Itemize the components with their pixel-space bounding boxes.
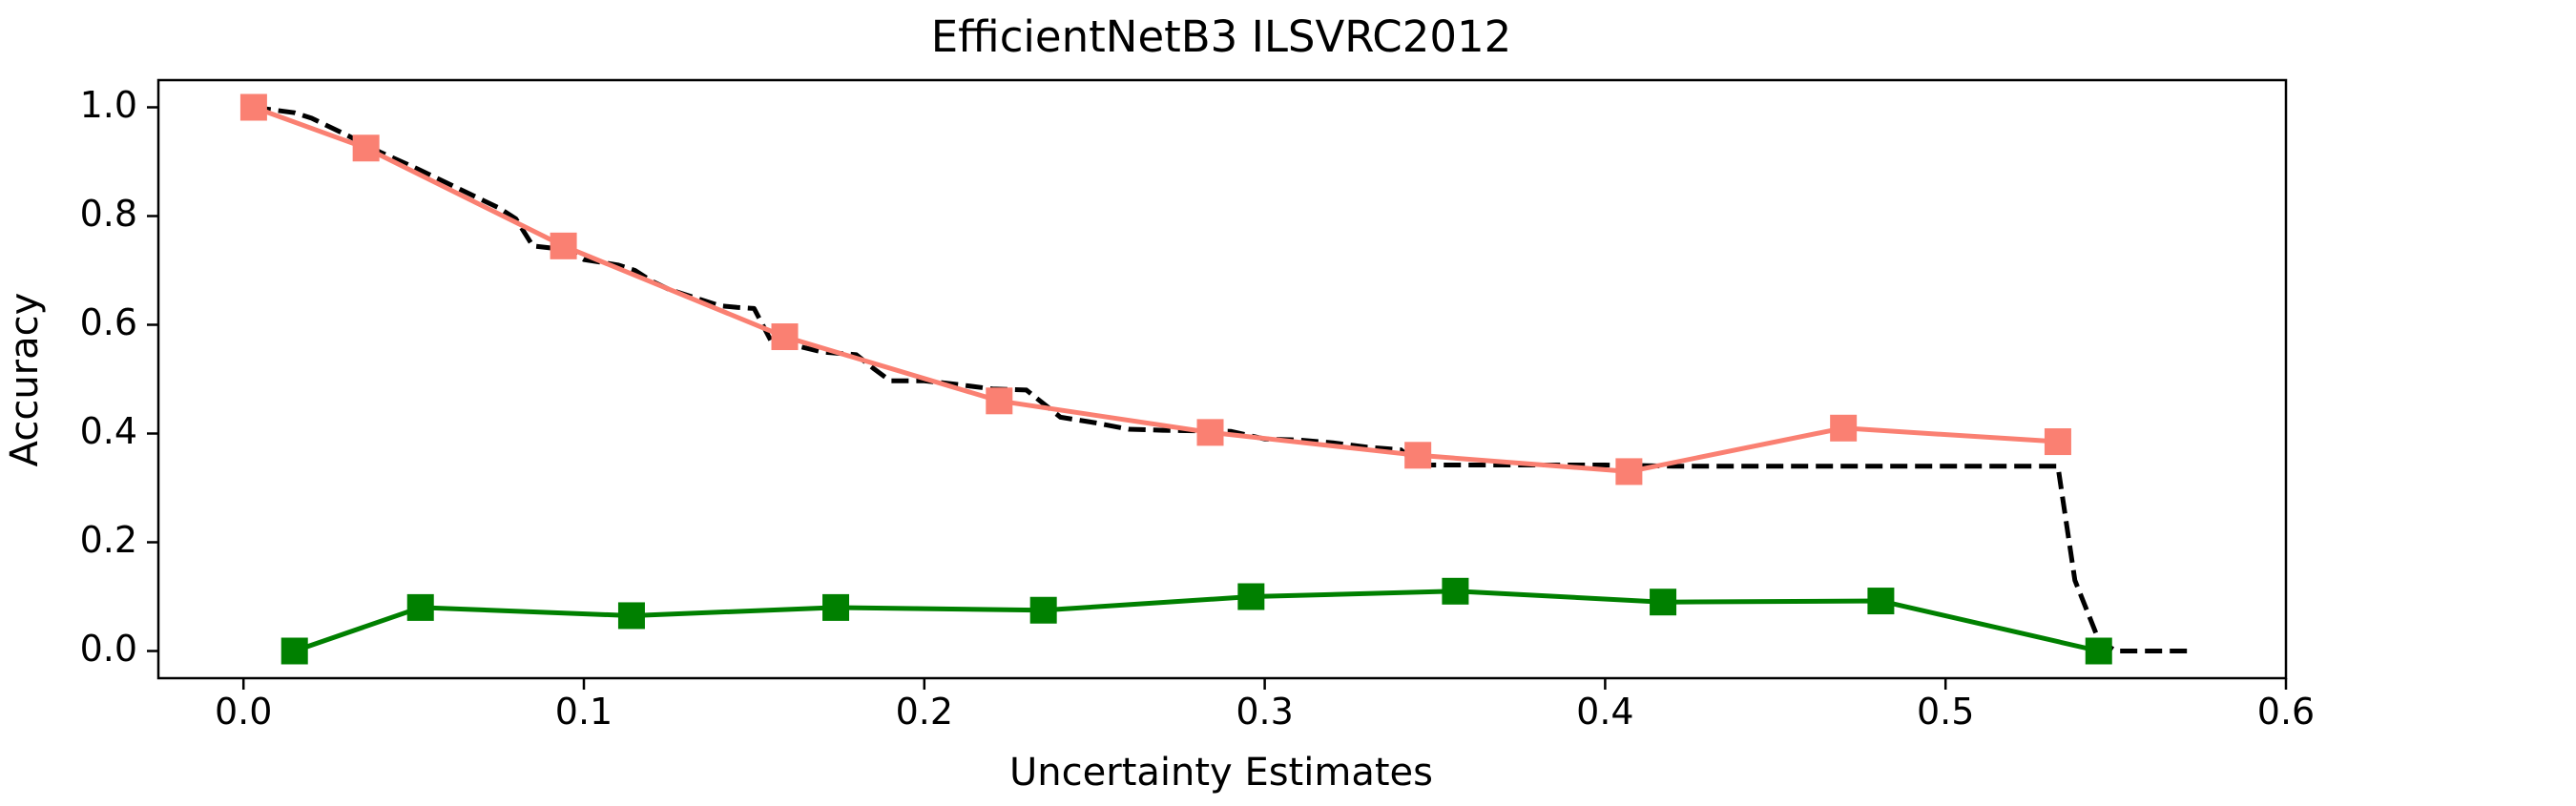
plot-frame — [156, 78, 2288, 680]
x-tick-label: 0.2 — [896, 691, 953, 733]
y-tick-label: 0.0 — [80, 628, 137, 670]
y-tick-label: 0.8 — [80, 193, 137, 235]
data-point-accuracy — [771, 323, 799, 351]
y-tick-label: 0.2 — [80, 519, 137, 561]
y-tick-label: 0.4 — [80, 410, 137, 452]
y-axis-label: Accuracy — [3, 293, 47, 467]
x-tick-label: 0.4 — [1576, 691, 1633, 733]
series-layer — [239, 93, 2194, 665]
data-point-accuracy — [550, 232, 577, 259]
series-ideal-reference — [253, 105, 2194, 653]
series-line-accuracy — [253, 105, 2059, 474]
data-point-calibration-error — [1237, 583, 1265, 610]
data-point-calibration-error — [822, 593, 850, 621]
data-point-accuracy — [352, 134, 380, 162]
data-point-accuracy — [986, 387, 1013, 415]
data-point-accuracy — [1830, 414, 1858, 442]
series-accuracy — [239, 93, 2071, 486]
data-point-accuracy — [1196, 419, 1224, 446]
x-tick-label: 0.0 — [215, 691, 272, 733]
data-point-calibration-error — [1442, 577, 1469, 605]
chart-title: EfficientNetB3 ILSVRC2012 — [931, 11, 1512, 62]
data-point-calibration-error — [406, 593, 434, 621]
data-point-accuracy — [1404, 442, 1432, 469]
data-point-calibration-error — [2085, 637, 2112, 665]
x-axis-label: Uncertainty Estimates — [1009, 751, 1433, 795]
axes-layer: 0.0 0.1 0.2 0.3 0.4 0.5 0.6 0.0 0.2 0.4 0.6 0.8 1.0 — [80, 78, 2315, 733]
x-tick-label: 0.3 — [1236, 691, 1293, 733]
data-point-accuracy — [239, 93, 267, 121]
x-tick-label: 0.5 — [1917, 691, 1974, 733]
x-tick-label: 0.1 — [555, 691, 613, 733]
series-calibration-error — [280, 577, 2112, 665]
data-point-calibration-error — [617, 602, 645, 630]
y-tick-label: 1.0 — [80, 84, 137, 126]
data-point-calibration-error — [1029, 596, 1057, 624]
data-point-accuracy — [1615, 458, 1643, 486]
series-line-calibration-error — [293, 589, 2100, 653]
data-point-calibration-error — [280, 637, 308, 665]
data-point-calibration-error — [1867, 588, 1895, 615]
x-tick-label: 0.6 — [2257, 691, 2315, 733]
y-tick-label: 0.6 — [80, 301, 137, 343]
data-point-accuracy — [2044, 428, 2071, 456]
series-line-ideal-reference — [253, 105, 2194, 653]
data-point-calibration-error — [1650, 589, 1677, 616]
